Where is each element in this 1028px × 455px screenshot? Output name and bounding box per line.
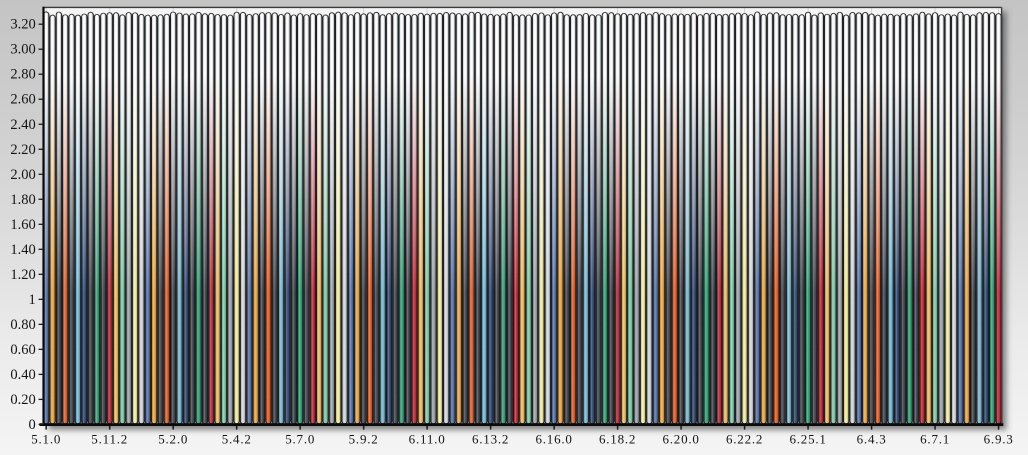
svg-text:6.22.2: 6.22.2 [726, 432, 763, 447]
svg-text:2.60: 2.60 [10, 92, 35, 108]
svg-text:2.20: 2.20 [10, 142, 35, 158]
svg-text:5.2.0: 5.2.0 [158, 432, 188, 447]
svg-text:1: 1 [29, 292, 36, 308]
svg-text:3.20: 3.20 [10, 17, 35, 33]
svg-text:0.20: 0.20 [10, 392, 35, 408]
svg-text:6.25.1: 6.25.1 [789, 432, 826, 447]
svg-text:2.40: 2.40 [10, 117, 35, 133]
svg-text:1.80: 1.80 [10, 192, 35, 208]
svg-text:6.11.0: 6.11.0 [409, 432, 446, 447]
svg-text:6.18.2: 6.18.2 [599, 432, 636, 447]
svg-text:5.4.2: 5.4.2 [222, 432, 252, 447]
svg-text:5.7.0: 5.7.0 [285, 432, 315, 447]
svg-text:5.9.2: 5.9.2 [349, 432, 379, 447]
svg-text:0.60: 0.60 [10, 342, 35, 358]
svg-text:0.80: 0.80 [10, 317, 35, 333]
svg-text:2.80: 2.80 [10, 67, 35, 83]
svg-text:6.13.2: 6.13.2 [472, 432, 509, 447]
svg-text:6.7.1: 6.7.1 [920, 432, 950, 447]
svg-text:1.40: 1.40 [10, 242, 35, 258]
svg-text:5.11.2: 5.11.2 [91, 432, 128, 447]
svg-text:0.40: 0.40 [10, 367, 35, 383]
svg-text:1.20: 1.20 [10, 267, 35, 283]
svg-text:6.9.3: 6.9.3 [984, 432, 1014, 447]
svg-text:5.1.0: 5.1.0 [31, 432, 61, 447]
svg-text:6.4.3: 6.4.3 [857, 432, 887, 447]
svg-text:2.00: 2.00 [10, 167, 35, 183]
svg-text:6.20.0: 6.20.0 [662, 432, 699, 447]
svg-text:6.16.0: 6.16.0 [535, 432, 572, 447]
svg-text:3.00: 3.00 [10, 42, 35, 58]
svg-text:1.60: 1.60 [10, 217, 35, 233]
svg-text:0: 0 [29, 417, 36, 433]
